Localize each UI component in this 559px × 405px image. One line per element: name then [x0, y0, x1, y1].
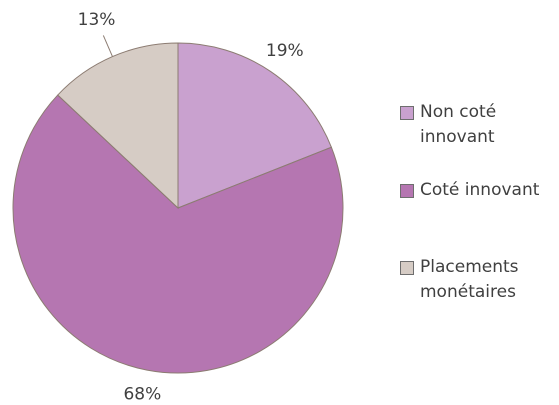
legend-label: Non coté innovant: [420, 102, 497, 147]
legend-swatch: [400, 106, 414, 120]
pie-slice: [57, 42, 179, 210]
pie-area: 19% 68% 13%: [12, 10, 344, 405]
legend-item: Non coté innovant: [400, 100, 559, 150]
pie-slice: [12, 94, 344, 374]
legend-swatch: [400, 184, 414, 198]
data-label: 13%: [78, 10, 116, 30]
legend: Non coté innovant Coté innovant Placements…: [400, 100, 559, 345]
legend-label: Placements monétaires: [420, 257, 519, 302]
legend-label: Coté innovant: [420, 180, 540, 200]
data-label: 68%: [123, 385, 161, 405]
data-label: 19%: [266, 41, 304, 61]
legend-swatch: [400, 261, 414, 275]
pie-slice: [177, 42, 333, 209]
leader-line: [102, 35, 113, 57]
legend-item: Placements monétaires: [400, 255, 559, 305]
legend-item: Coté innovant: [400, 178, 559, 203]
